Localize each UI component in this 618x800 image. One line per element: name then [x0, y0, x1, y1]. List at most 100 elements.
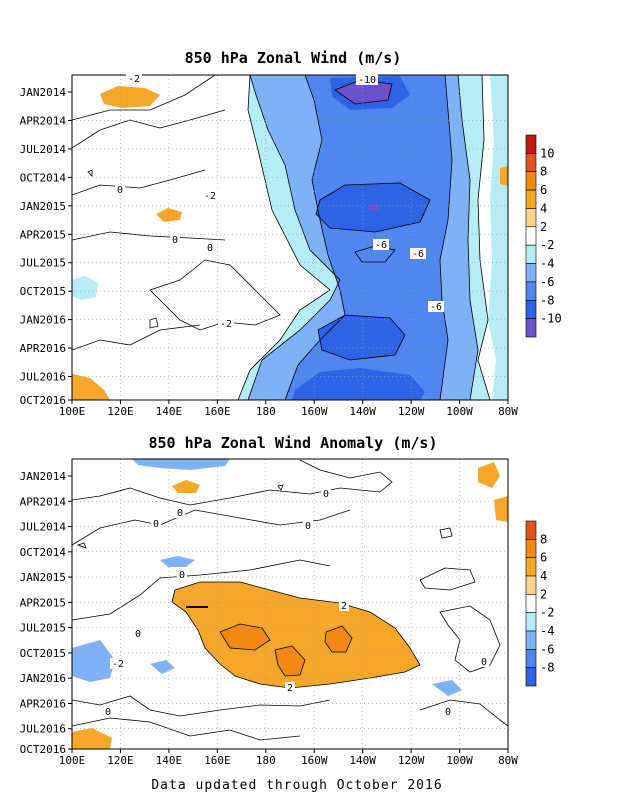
x-axis: 100E 120E 140E 160E 180 160W 140W 120W 100W 80W — [59, 749, 518, 767]
contour-label-bg — [218, 318, 234, 329]
contour-label: 2 — [287, 683, 293, 694]
contour-label-bg — [410, 248, 426, 259]
contour-label: 0 — [323, 489, 329, 500]
y-tick-label: OCT2014 — [20, 546, 67, 559]
anomaly-region-pos2-small — [172, 480, 200, 493]
anomaly-region-pos2-east-b — [494, 496, 508, 522]
x-tick-label: 180 — [256, 754, 276, 767]
wind-region-pos4-c — [72, 374, 110, 400]
colorbar-label: 2 — [540, 587, 547, 601]
contour-label-bg — [303, 520, 313, 531]
x-tick-label: 140E — [156, 754, 183, 767]
contour-label-bg — [443, 706, 453, 717]
y-tick-label: JAN2016 — [20, 672, 66, 685]
colorbar-label: 6 — [540, 183, 547, 197]
contour-label: -6 — [412, 249, 424, 260]
footer-note: Data updated through October 2016 — [151, 778, 442, 793]
wind-region-neg2-west — [72, 276, 98, 300]
contour-label: 0 — [172, 235, 178, 246]
colorbar-label: 10 — [540, 146, 554, 160]
y-tick-label: APR2016 — [20, 697, 66, 710]
colorbar-swatch — [525, 189, 537, 209]
colorbar-swatch — [525, 281, 537, 301]
y-tick-label: JAN2015 — [20, 200, 66, 213]
zonal-wind-chart: 850 hPa Zonal Wind (m/s) — [20, 49, 562, 418]
contour-label-bg — [479, 656, 489, 667]
x-tick-label: 100W — [446, 754, 473, 767]
contour-label-bg — [177, 569, 187, 580]
colorbar-swatch — [525, 244, 537, 264]
contour-label: 0 — [177, 508, 183, 519]
colorbar-label: -4 — [540, 257, 554, 271]
anomaly-region-neg2-e — [432, 680, 462, 696]
x-tick-label: 120E — [107, 754, 134, 767]
y-tick-label: APR2015 — [20, 228, 66, 241]
contour-label: 0 — [481, 657, 487, 668]
anomaly-region-neg2-c — [72, 640, 115, 682]
contour-label: -2 — [128, 74, 140, 85]
x-tick-label: 120W — [398, 405, 425, 418]
colorbar: 10 8 6 4 2 -2 -4 -6 -8 -10 — [525, 134, 562, 338]
colorbar-swatch — [525, 667, 537, 687]
contour-label-bg — [170, 234, 180, 245]
contour-label: -2 — [220, 319, 232, 330]
contour-label: 0 — [179, 570, 185, 581]
colorbar-label: -2 — [540, 238, 554, 252]
x-axis: 100E 120E 140E 160E 180 160W 140W 120W 100W 80W — [59, 400, 518, 418]
contour-label: 0 — [207, 243, 213, 254]
x-tick-label: 160W — [301, 405, 328, 418]
y-tick-label: APR2014 — [20, 114, 67, 127]
anomaly-region-pos2-west — [72, 728, 112, 749]
wind-region-pos4-d — [500, 166, 508, 186]
anomaly-region-pos2-east-a — [478, 462, 500, 488]
colorbar-swatch — [525, 208, 537, 228]
contour-label: -2 — [112, 659, 124, 670]
x-tick-label: 80W — [498, 405, 518, 418]
contour-label: 0 — [445, 707, 451, 718]
colorbar-swatch — [525, 539, 537, 558]
colorbar-label: 8 — [540, 165, 547, 179]
x-tick-label: 120E — [107, 405, 134, 418]
contour-label: 0 — [105, 707, 111, 718]
x-tick-label: 120W — [398, 754, 425, 767]
contour-label-bg — [356, 74, 378, 85]
contour-label: 0 — [135, 629, 141, 640]
chart-title: 850 hPa Zonal Wind (m/s) — [185, 49, 402, 67]
y-tick-label: JUL2015 — [20, 622, 66, 635]
wind-region-pos4-a — [100, 86, 160, 108]
colorbar-swatch — [525, 575, 537, 595]
colorbar-swatch — [525, 557, 537, 577]
colorbar-swatch — [525, 649, 537, 668]
contour-label-bg — [110, 658, 126, 669]
colorbar-label: -6 — [540, 275, 554, 289]
zonal-wind-field — [72, 75, 508, 400]
colorbar-label: -6 — [540, 642, 554, 656]
grid-lines — [72, 75, 508, 400]
colorbar-label: 4 — [540, 201, 547, 215]
y-tick-label: OCT2016 — [20, 743, 66, 756]
wind-region-neg2-east — [488, 75, 508, 400]
contour-label-bg — [205, 242, 215, 253]
contour-label-bg — [321, 488, 331, 499]
grid-lines — [72, 459, 508, 749]
y-tick-label: JUL2016 — [20, 371, 66, 384]
y-tick-label: JUL2016 — [20, 723, 66, 736]
colorbar-label: 6 — [540, 551, 547, 565]
y-tick-label: OCT2015 — [20, 647, 66, 660]
anomaly-region-neg2-b — [160, 556, 195, 567]
contour-label-bg — [428, 301, 444, 312]
y-tick-label: JUL2015 — [20, 257, 66, 270]
chart-title: 850 hPa Zonal Wind Anomaly (m/s) — [149, 434, 438, 452]
contour-label-bg — [151, 518, 161, 529]
colorbar-swatch — [525, 263, 537, 283]
x-tick-label: 100E — [59, 754, 86, 767]
y-axis: JAN2014 APR2014 JUL2014 OCT2014 JAN2015 APR20… — [20, 470, 72, 756]
colorbar-swatch — [525, 612, 537, 632]
y-tick-label: JAN2014 — [20, 86, 67, 99]
y-tick-label: JAN2014 — [20, 470, 67, 483]
y-axis: JAN2014 APR2014 JUL2014 OCT2014 JAN2015 APR20… — [20, 86, 72, 407]
contour-label: 0 — [305, 521, 311, 532]
wind-region-neg8-d — [292, 368, 425, 400]
colorbar-label: -8 — [540, 661, 554, 675]
anomaly-region-pos4-a — [220, 624, 270, 650]
